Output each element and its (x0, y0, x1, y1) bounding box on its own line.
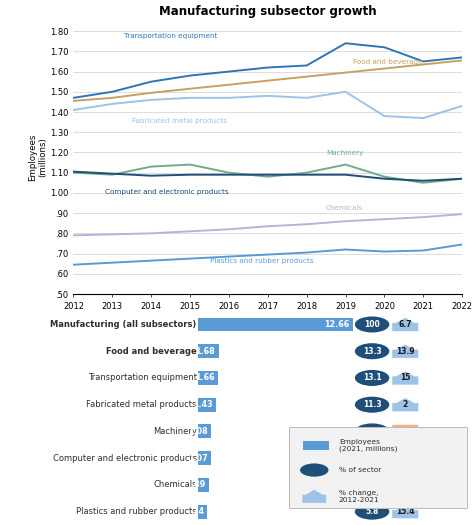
Polygon shape (392, 505, 418, 518)
Bar (198, 425, 211, 438)
Text: Fabricated metal products: Fabricated metal products (86, 400, 197, 409)
Text: Food and beverage: Food and beverage (106, 346, 197, 356)
Text: Machinery: Machinery (153, 427, 197, 436)
Circle shape (355, 343, 389, 359)
Text: Machinery: Machinery (326, 151, 364, 156)
Text: 6.7: 6.7 (399, 320, 412, 329)
Text: 1.66: 1.66 (195, 373, 215, 382)
Y-axis label: Employees
(millions): Employees (millions) (28, 134, 47, 181)
Text: -1.3: -1.3 (397, 427, 413, 436)
FancyBboxPatch shape (289, 427, 467, 508)
Circle shape (300, 464, 328, 477)
Circle shape (355, 503, 389, 520)
Text: 8.5: 8.5 (365, 427, 379, 436)
Text: Chemicals: Chemicals (153, 480, 197, 489)
Text: 1.07: 1.07 (188, 454, 208, 463)
Text: Transportation equipment: Transportation equipment (88, 373, 197, 382)
Text: Manufacturing (all subsectors): Manufacturing (all subsectors) (50, 320, 197, 329)
Text: 13.3: 13.3 (363, 346, 382, 356)
Title: Manufacturing subsector growth: Manufacturing subsector growth (159, 5, 377, 18)
Circle shape (355, 423, 389, 439)
Text: 15.4: 15.4 (396, 507, 415, 516)
Circle shape (355, 317, 389, 332)
Text: 13.9: 13.9 (396, 346, 415, 356)
Text: 8.5: 8.5 (365, 454, 379, 463)
Circle shape (355, 477, 389, 493)
Text: 13.1: 13.1 (363, 373, 382, 382)
Text: Food and beverage: Food and beverage (353, 59, 423, 66)
Text: Plastics and rubber products: Plastics and rubber products (210, 258, 313, 264)
Text: 1.68: 1.68 (196, 346, 215, 356)
Polygon shape (302, 490, 326, 503)
Polygon shape (392, 425, 418, 438)
Circle shape (355, 450, 389, 466)
Bar (198, 478, 209, 492)
Bar (303, 441, 329, 449)
Polygon shape (392, 344, 418, 358)
Text: % of sector: % of sector (339, 467, 381, 473)
Text: Employees
(2021, millions): Employees (2021, millions) (339, 439, 397, 452)
Text: 13.8: 13.8 (396, 480, 415, 489)
Text: 11.3: 11.3 (363, 400, 382, 409)
Polygon shape (392, 318, 418, 331)
Bar (198, 451, 211, 465)
Bar (198, 318, 353, 331)
Text: -2.7: -2.7 (397, 454, 414, 463)
Text: 12.66: 12.66 (325, 320, 350, 329)
Bar (198, 371, 219, 385)
Bar (198, 398, 216, 412)
Bar (198, 505, 207, 519)
Polygon shape (392, 452, 418, 465)
Text: 1.08: 1.08 (188, 427, 208, 436)
Text: 5.8: 5.8 (365, 507, 379, 516)
Text: Computer and electronic products: Computer and electronic products (105, 189, 228, 195)
Text: 100: 100 (364, 320, 380, 329)
Bar (198, 344, 219, 358)
Text: Fabricated metal products: Fabricated metal products (132, 118, 227, 124)
Text: 15: 15 (400, 373, 410, 382)
Text: 2: 2 (402, 400, 408, 409)
Circle shape (355, 370, 389, 386)
Text: .74: .74 (190, 507, 204, 516)
Text: Transportation equipment: Transportation equipment (124, 33, 218, 39)
Polygon shape (392, 371, 418, 385)
Polygon shape (392, 478, 418, 491)
Text: Computer and electronic products: Computer and electronic products (53, 454, 197, 463)
Text: Plastics and rubber products: Plastics and rubber products (76, 507, 197, 516)
Polygon shape (392, 398, 418, 412)
Circle shape (355, 397, 389, 413)
Text: % change,
2012-2021: % change, 2012-2021 (339, 490, 380, 503)
Text: 1.43: 1.43 (193, 400, 212, 409)
Text: 7: 7 (369, 480, 375, 489)
Text: Chemicals: Chemicals (326, 205, 363, 211)
Text: .89: .89 (191, 480, 206, 489)
